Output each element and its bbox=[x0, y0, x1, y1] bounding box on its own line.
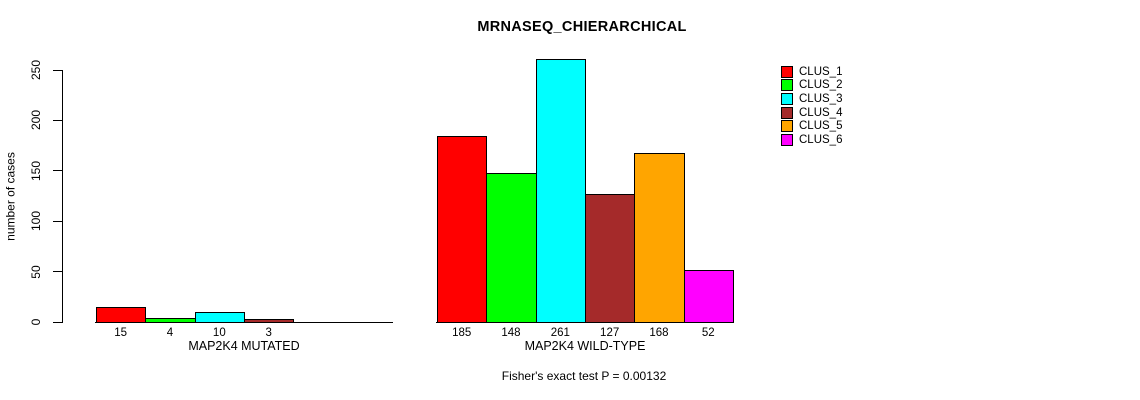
legend-swatch-icon bbox=[781, 134, 793, 146]
y-axis-line bbox=[62, 70, 63, 323]
legend-swatch-icon bbox=[781, 106, 793, 119]
bar-value-label: 261 bbox=[550, 327, 570, 339]
legend-label: CLUS_2 bbox=[799, 79, 843, 92]
bar-value-label: 10 bbox=[212, 327, 226, 339]
y-tick-mark bbox=[53, 271, 62, 273]
y-tick-mark bbox=[53, 170, 62, 172]
x-axis-label-wild-type: MAP2K4 WILD-TYPE bbox=[524, 339, 646, 353]
bar-clus_3 bbox=[535, 58, 586, 323]
y-tick-label: 200 bbox=[29, 110, 43, 131]
legend-swatch-icon bbox=[781, 79, 793, 92]
bar-clus_5 bbox=[634, 152, 685, 323]
legend: CLUS_1 CLUS_2 CLUS_3 CLUS_4 CLUS_5 CLUS_6 bbox=[781, 65, 901, 155]
bar-value-label: 127 bbox=[600, 327, 620, 339]
y-tick-label: 250 bbox=[29, 59, 43, 81]
y-tick-mark bbox=[53, 119, 62, 121]
bar-clus_4 bbox=[243, 318, 295, 323]
y-axis-label: number of cases bbox=[3, 152, 18, 241]
y-tick-label: 150 bbox=[29, 160, 43, 181]
y-tick-mark bbox=[53, 321, 62, 323]
bar-value-label: 52 bbox=[701, 327, 715, 339]
legend-label: CLUS_4 bbox=[799, 106, 843, 119]
bar-clus_2 bbox=[145, 317, 196, 323]
bar-clus_6 bbox=[683, 269, 734, 323]
y-tick-label: 50 bbox=[29, 264, 43, 279]
bar-clus_2 bbox=[486, 172, 537, 323]
bar-clus_1 bbox=[96, 306, 147, 323]
y-tick-mark bbox=[53, 69, 62, 71]
legend-item: CLUS_3 bbox=[781, 92, 842, 105]
legend-item: CLUS_2 bbox=[781, 79, 842, 92]
legend-item: CLUS_5 bbox=[781, 120, 842, 133]
bar-value-label: 168 bbox=[649, 327, 669, 339]
legend-swatch-icon bbox=[781, 65, 793, 78]
bar-clus_4 bbox=[584, 193, 636, 323]
y-tick-mark bbox=[53, 220, 62, 222]
legend-label: CLUS_3 bbox=[799, 92, 843, 105]
y-tick-label: 100 bbox=[29, 211, 43, 232]
legend-swatch-icon bbox=[781, 92, 793, 105]
y-tick-label: 0 bbox=[29, 318, 43, 326]
bar-clus_3 bbox=[194, 311, 245, 323]
legend-label: CLUS_5 bbox=[799, 120, 843, 133]
chart-title: MRNASEQ_CHIERARCHICAL bbox=[477, 19, 687, 35]
bar-value-label: 4 bbox=[166, 327, 174, 339]
bar-value-label: 3 bbox=[265, 327, 272, 339]
bar-value-label: 15 bbox=[114, 327, 128, 339]
legend-label: CLUS_1 bbox=[799, 65, 843, 78]
fisher-test-annotation: Fisher's exact test P = 0.00132 bbox=[501, 369, 667, 383]
legend-item: CLUS_4 bbox=[781, 106, 842, 119]
x-axis-label-mutated: MAP2K4 MUTATED bbox=[188, 339, 300, 353]
legend-swatch-icon bbox=[781, 120, 793, 133]
legend-item: CLUS_6 bbox=[781, 134, 842, 147]
legend-item: CLUS_1 bbox=[781, 65, 842, 78]
bar-value-label: 185 bbox=[452, 327, 472, 339]
legend-label: CLUS_6 bbox=[799, 134, 843, 146]
bar-value-label: 148 bbox=[501, 327, 521, 339]
bar-clus_1 bbox=[437, 135, 488, 323]
